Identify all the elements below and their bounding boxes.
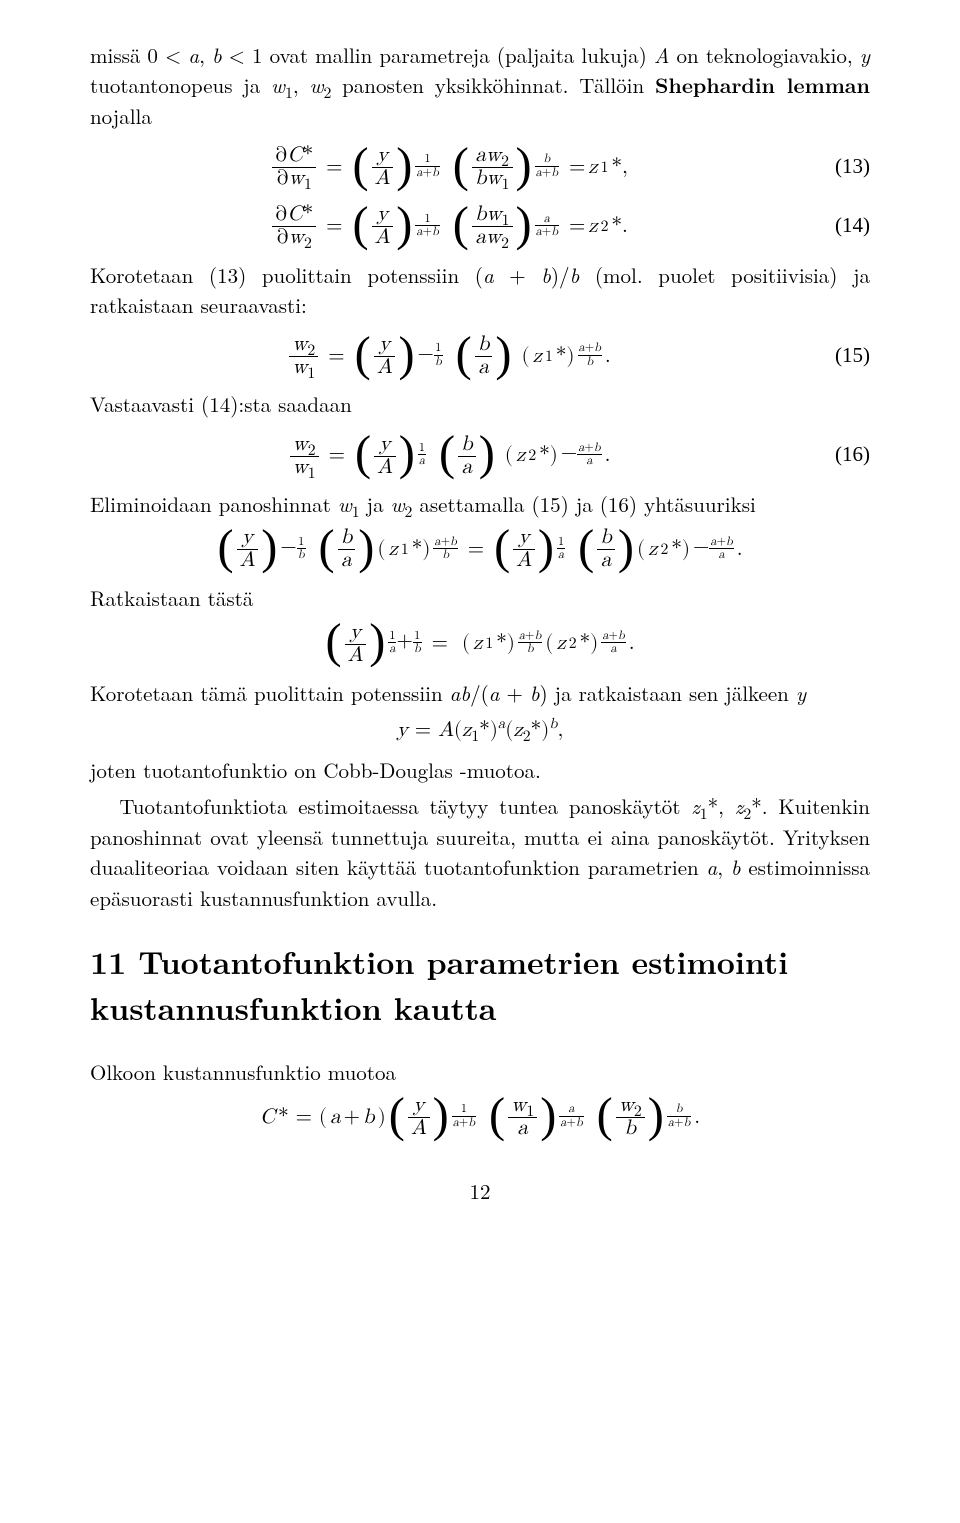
paragraph-eliminate: Eliminoidaan panoshinnat w1 ja w2 asetta… [90, 489, 870, 519]
paragraph-cobb: joten tuotantofunktio on Cobb-Douglas -m… [90, 755, 870, 785]
page: missä 0 < a, b < 1 ovat mallin parametre… [0, 0, 960, 1267]
equation-cost: C* = (a + b) (yA) 1a+b (w1a) aa+b (w2b) … [90, 1095, 870, 1140]
eqnum-16: (16) [810, 439, 870, 469]
equation-y: y = A(z1*)a(z2*)b, [90, 716, 870, 746]
equation-16: w2w1 = (yA) 1a (ba) (z2*)−a+ba. (16) [90, 430, 870, 479]
page-number: 12 [90, 1176, 870, 1206]
eqnum-13: (13) [810, 151, 870, 181]
equation-solve: (yA) 1a+1b = (z1*)a+bb (z2*)a+ba. [90, 622, 870, 670]
paragraph-estimate: Tuotantofunktiota estimoitaessa täytyy t… [90, 791, 870, 913]
equation-13: ∂C*∂w1 = (yA) 1a+b (aw2bw1) ba+b = z1*, … [90, 141, 870, 190]
section-title: Tuotantofunktion parametrien estimointi … [90, 939, 788, 1030]
paragraph-raise-ab: Korotetaan tämä puolittain potenssiin ab… [90, 678, 870, 708]
equation-15: w2w1 = (yA) −1b (ba) (z1*)a+bb. (15) [90, 330, 870, 379]
paragraph-raise-power: Korotetaan (13) puolittain potenssiin (a… [90, 260, 870, 321]
paragraph-intro: missä 0 < a, b < 1 ovat mallin parametre… [90, 40, 870, 131]
section-heading: 11 Tuotantofunktion parametrien estimoin… [90, 939, 870, 1030]
paragraph-similarly: Vastaavasti (14):sta saadaan [90, 389, 870, 419]
eqnum-15: (15) [810, 340, 870, 370]
paragraph-costfn: Olkoon kustannusfunktio muotoa [90, 1057, 870, 1087]
equation-eliminate: (yA) −1b (ba) (z1*)a+bb = (yA) 1a (ba) (… [90, 527, 870, 575]
section-number: 11 [90, 939, 126, 984]
equation-14: ∂C*∂w2 = (yA) 1a+b (bw1aw2) aa+b = z2*. … [90, 200, 870, 249]
paragraph-solve: Ratkaistaan tästä [90, 583, 870, 613]
eqnum-14: (14) [810, 210, 870, 240]
